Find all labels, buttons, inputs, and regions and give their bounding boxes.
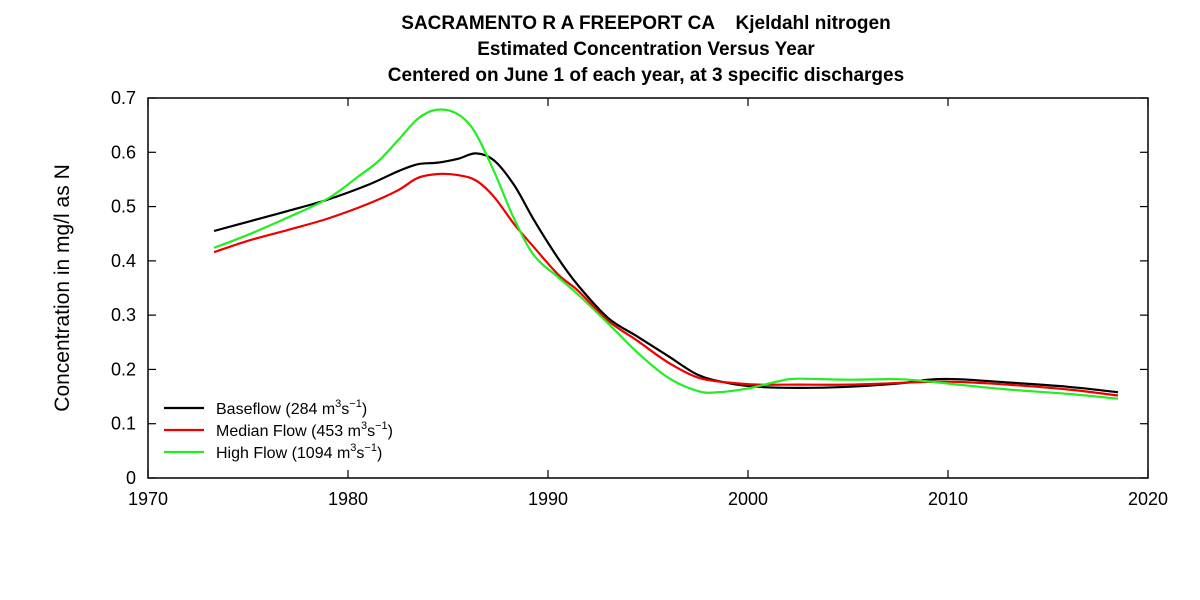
chart-title-line-1: SACRAMENTO R A FREEPORT CA Kjeldahl nitr… — [401, 13, 890, 34]
legend-label-part: −1 — [349, 398, 362, 410]
y-tick-label: 0.6 — [111, 142, 136, 162]
legend-label-part: 3 — [361, 420, 367, 432]
y-tick-label: 0 — [126, 468, 136, 488]
x-tick-label: 2020 — [1128, 489, 1168, 509]
x-tick-label: 2000 — [728, 489, 768, 509]
legend-label-part: −1 — [364, 442, 377, 454]
x-tick-label: 1990 — [528, 489, 568, 509]
y-tick-label: 0.5 — [111, 197, 136, 217]
legend-label-part: ) — [377, 445, 382, 462]
data-series — [213, 108, 1119, 400]
legend-label: Median Flow (453 m3s−1) — [216, 420, 393, 440]
legend-label: High Flow (1094 m3s−1) — [216, 442, 382, 462]
legend-label-part: Baseflow (284 m — [216, 401, 335, 418]
axis-ticks: 1970 1980 1990 2000 2010 2020 0 0.1 0.2 0.3 0.4 0.5… — [111, 88, 1168, 509]
legend-label-part: ) — [362, 401, 367, 418]
plot-area-frame — [147, 97, 1149, 479]
legend-label-part: Median Flow (453 m — [216, 423, 361, 440]
y-tick-label: 0.2 — [111, 359, 136, 379]
y-tick-label: 0.3 — [111, 305, 136, 325]
legend-label-part: −1 — [375, 420, 388, 432]
x-tick-label: 1980 — [328, 489, 368, 509]
series-line-median-flow — [213, 172, 1119, 397]
legend-label-part: s — [341, 401, 349, 418]
legend-label-part: s — [367, 423, 375, 440]
legend: Baseflow (284 m3s−1)Median Flow (453 m3s… — [164, 398, 393, 462]
legend-label-part: High Flow (1094 m — [216, 445, 350, 462]
legend-label-part: 3 — [335, 398, 341, 410]
series-line-baseflow — [213, 152, 1119, 394]
x-tick-label: 2010 — [928, 489, 968, 509]
legend-label-part: 3 — [350, 442, 356, 454]
x-tick-label: 1970 — [128, 489, 168, 509]
y-tick-label: 0.7 — [111, 88, 136, 108]
chart-title-line-3: Centered on June 1 of each year, at 3 sp… — [388, 65, 904, 86]
y-tick-label: 0.4 — [111, 251, 136, 271]
chart-title-line-2: Estimated Concentration Versus Year — [477, 39, 815, 60]
legend-label-part: s — [356, 445, 364, 462]
legend-label-part: ) — [388, 423, 393, 440]
legend-label: Baseflow (284 m3s−1) — [216, 398, 367, 418]
y-tick-label: 0.1 — [111, 414, 136, 434]
y-axis-label: Concentration in mg/l as N — [51, 164, 74, 411]
series-line-high-flow — [213, 108, 1119, 400]
